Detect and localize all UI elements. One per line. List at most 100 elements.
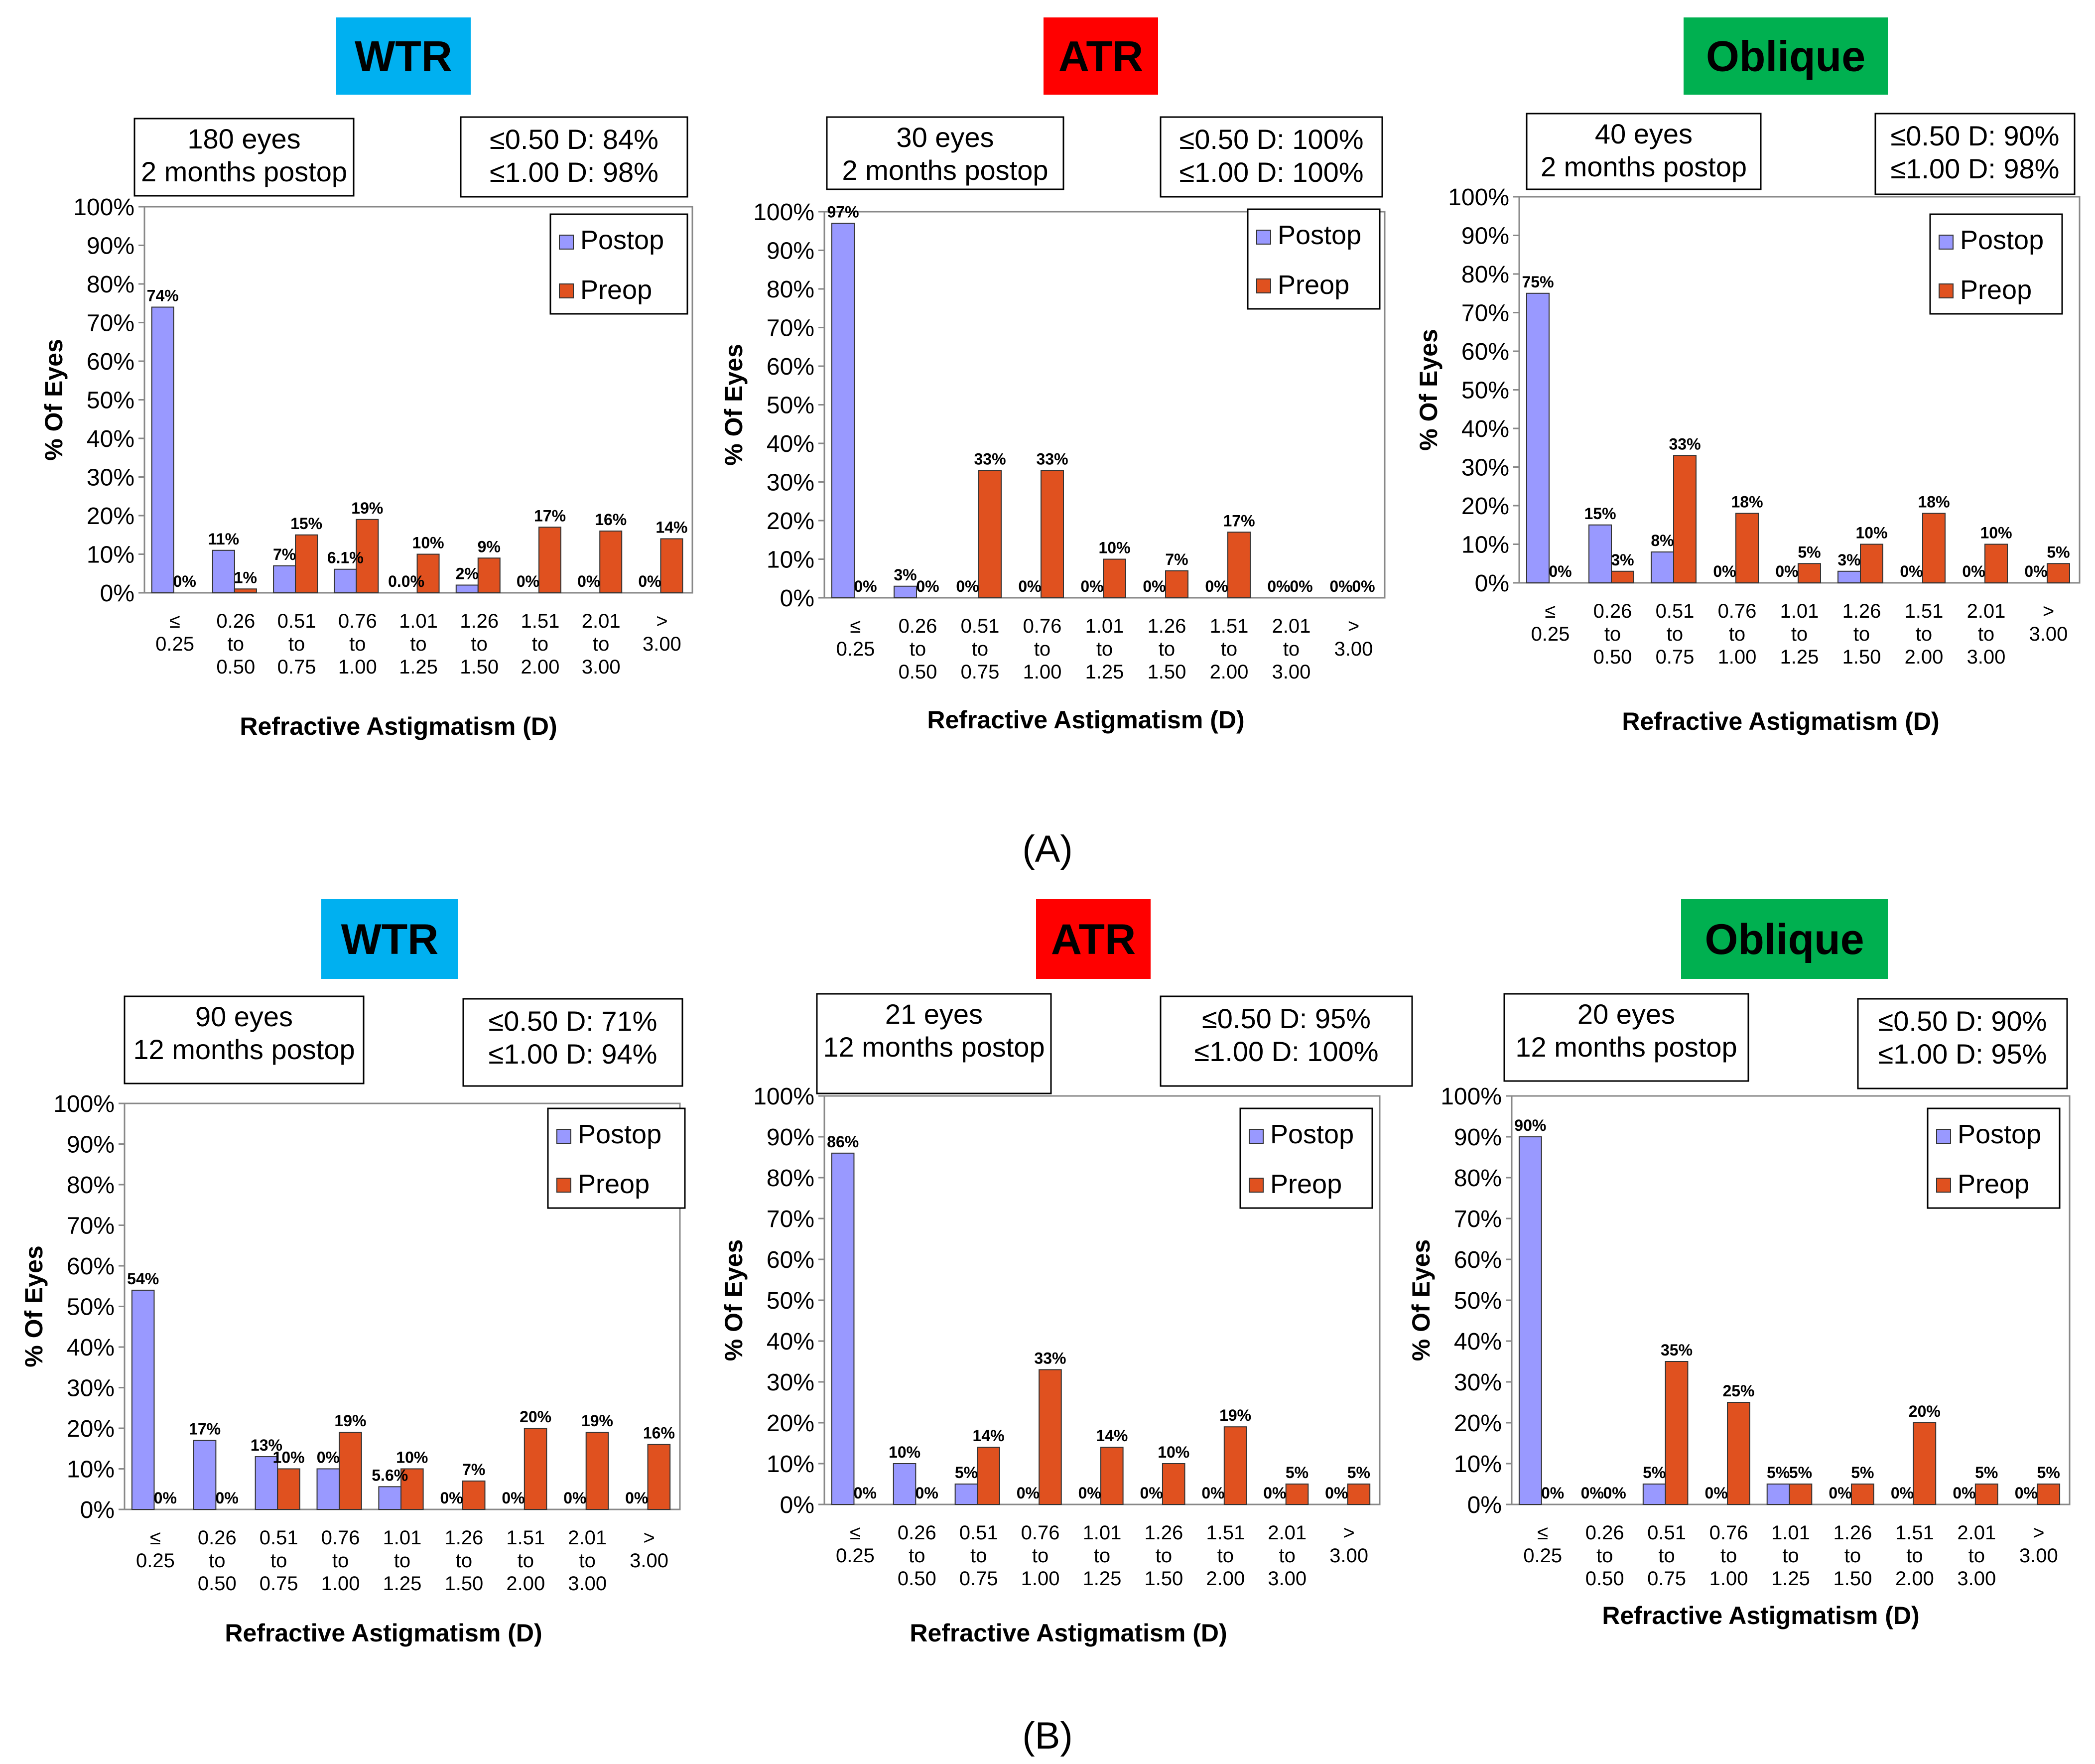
x-tick-label: 3.00 bbox=[1329, 1545, 1368, 1567]
x-tick-label: 0.76 bbox=[1709, 1522, 1748, 1544]
y-tick-label: 40% bbox=[67, 1335, 115, 1361]
info-line: 2 months postop bbox=[141, 156, 347, 187]
y-tick-label: 60% bbox=[1461, 339, 1509, 365]
x-axis-label: Refractive Astigmatism (D) bbox=[240, 712, 557, 740]
x-tick-label: 1.25 bbox=[383, 1573, 422, 1595]
bar-postop bbox=[378, 1486, 402, 1510]
x-tick-label: 3.00 bbox=[568, 1573, 607, 1595]
x-tick-label: 3.00 bbox=[630, 1550, 668, 1572]
x-tick-label: to bbox=[1720, 1545, 1737, 1567]
data-label-preop: 5% bbox=[1789, 1464, 1812, 1482]
y-tick-label: 60% bbox=[1454, 1247, 1502, 1273]
x-tick-label: > bbox=[2033, 1522, 2044, 1544]
bar-postop bbox=[893, 1463, 917, 1505]
x-tick-label: > bbox=[1348, 615, 1359, 637]
data-label-preop: 0% bbox=[1549, 562, 1571, 580]
data-label-preop: 10% bbox=[396, 1449, 428, 1467]
x-tick-label: 2.00 bbox=[1895, 1568, 1934, 1590]
y-tick-label: 20% bbox=[1461, 493, 1509, 520]
legend-label-postop: Postop bbox=[580, 225, 664, 255]
data-label-postop: 0% bbox=[1017, 1484, 1040, 1502]
bar-postop bbox=[193, 1440, 217, 1510]
bar-postop bbox=[831, 223, 855, 598]
group-tag-label: ATR bbox=[1058, 33, 1143, 81]
cumulative-line: ≤0.50 D: 90% bbox=[1878, 1005, 2047, 1037]
bar-preop bbox=[1103, 558, 1126, 598]
y-tick-label: 80% bbox=[1454, 1165, 1502, 1192]
x-tick-label: to bbox=[1034, 638, 1050, 660]
info-line: 2 months postop bbox=[1541, 151, 1747, 182]
legend-swatch-postop bbox=[559, 235, 574, 250]
legend-swatch-postop bbox=[1249, 1129, 1264, 1144]
x-tick-label: 2.01 bbox=[1272, 615, 1311, 637]
x-tick-label: ≤ bbox=[169, 610, 180, 632]
x-tick-label: to bbox=[1217, 1545, 1234, 1567]
data-label-postop: 0% bbox=[1140, 1484, 1163, 1502]
data-label-preop: 14% bbox=[973, 1427, 1005, 1445]
x-tick-label: 0.75 bbox=[277, 656, 316, 678]
data-label-postop: 13% bbox=[251, 1436, 282, 1454]
x-tick-label: 1.26 bbox=[1144, 1522, 1183, 1544]
data-label-preop: 14% bbox=[655, 519, 687, 537]
y-tick-label: 20% bbox=[767, 508, 814, 535]
bar-postop bbox=[455, 584, 479, 593]
data-label-postop: 0% bbox=[1962, 562, 1985, 580]
y-tick-label: 0% bbox=[100, 580, 134, 607]
x-tick-label: to bbox=[394, 1550, 410, 1572]
bar-preop bbox=[416, 553, 440, 593]
data-label-preop: 3% bbox=[1611, 551, 1634, 569]
info-line: 20 eyes bbox=[1577, 998, 1675, 1030]
x-tick-label: 1.01 bbox=[399, 610, 438, 632]
x-tick-label: 0.26 bbox=[899, 615, 937, 637]
y-tick-label: 90% bbox=[767, 238, 814, 265]
x-tick-label: to bbox=[910, 638, 926, 660]
y-tick-label: 70% bbox=[1461, 300, 1509, 327]
cumulative-box bbox=[1160, 116, 1383, 198]
x-tick-label: to bbox=[1221, 638, 1237, 660]
x-tick-label: 0.25 bbox=[836, 638, 875, 660]
data-label-postop: 75% bbox=[1522, 273, 1554, 291]
bar-preop bbox=[1913, 1422, 1937, 1505]
data-label-preop: 16% bbox=[643, 1424, 675, 1442]
y-axis-label: % Of Eyes bbox=[720, 344, 748, 466]
x-tick-label: 0.51 bbox=[961, 615, 1000, 637]
x-tick-label: 0.50 bbox=[1593, 646, 1632, 668]
x-tick-label: 2.00 bbox=[1905, 646, 1944, 668]
data-label-postop: 0% bbox=[1325, 1484, 1348, 1502]
x-tick-label: to bbox=[593, 633, 609, 655]
data-label-postop: 86% bbox=[827, 1133, 859, 1151]
x-tick-label: 0.76 bbox=[321, 1527, 360, 1549]
bar-preop bbox=[1285, 1484, 1309, 1505]
bar-preop bbox=[599, 531, 623, 593]
bar-preop bbox=[1727, 1402, 1750, 1505]
y-tick-label: 20% bbox=[767, 1410, 814, 1437]
x-tick-label: to bbox=[1094, 1545, 1110, 1567]
y-tick-label: 100% bbox=[753, 1084, 814, 1110]
x-tick-label: to bbox=[909, 1545, 925, 1567]
data-label-preop: 5% bbox=[1975, 1464, 1998, 1482]
x-tick-label: 3.00 bbox=[2019, 1545, 2058, 1567]
y-tick-label: 50% bbox=[87, 388, 134, 414]
data-label-postop: 90% bbox=[1514, 1116, 1546, 1134]
x-tick-label: 0.76 bbox=[1023, 615, 1062, 637]
x-tick-label: to bbox=[1968, 1545, 1985, 1567]
y-tick-label: 30% bbox=[67, 1375, 115, 1402]
legend-swatch-preop bbox=[1936, 1178, 1951, 1193]
data-label-postop: 0% bbox=[1080, 577, 1103, 595]
info-box bbox=[124, 995, 365, 1085]
legend-label-postop: Postop bbox=[1278, 220, 1361, 250]
bar-preop bbox=[1922, 513, 1946, 583]
y-axis-label: % Of Eyes bbox=[1407, 1239, 1435, 1361]
legend-swatch-postop bbox=[1936, 1129, 1951, 1144]
data-label-postop: 0% bbox=[317, 1449, 340, 1467]
y-tick-label: 70% bbox=[87, 310, 134, 337]
data-label-postop: 0% bbox=[1775, 562, 1798, 580]
panel-label-b: (B) bbox=[1022, 1715, 1072, 1757]
bar-postop bbox=[1642, 1484, 1666, 1505]
y-tick-label: 10% bbox=[767, 547, 814, 573]
legend-label-postop: Postop bbox=[1270, 1119, 1354, 1149]
data-label-preop: 17% bbox=[534, 507, 566, 525]
data-label-postop: 0% bbox=[1205, 577, 1228, 595]
